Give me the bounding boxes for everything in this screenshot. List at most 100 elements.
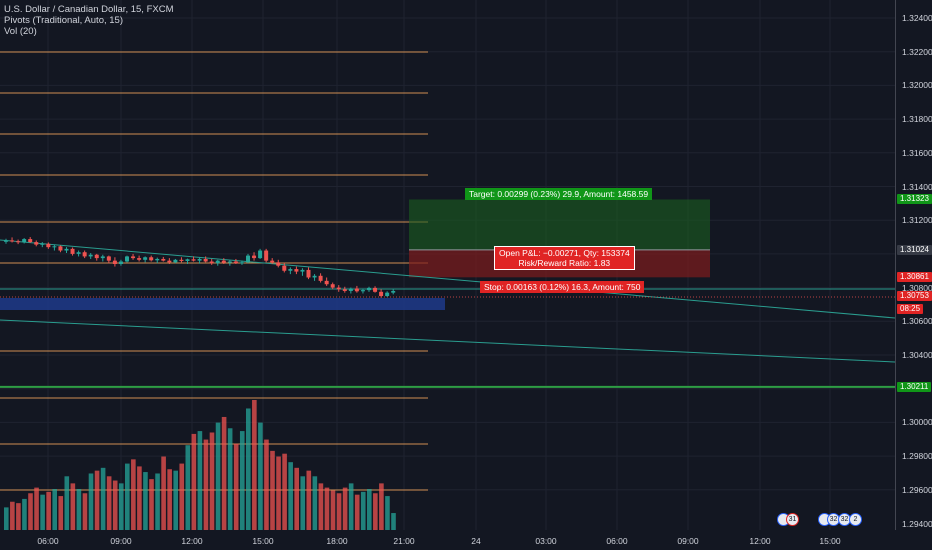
candle-body — [34, 242, 39, 245]
candle-body — [270, 260, 275, 263]
legend-symbol[interactable]: U.S. Dollar / Canadian Dollar, 15, FXCM — [4, 4, 174, 15]
volume-bar — [264, 439, 269, 530]
candle-body — [318, 275, 323, 281]
event-count-badge[interactable]: 31 — [786, 513, 799, 526]
candle-body — [58, 246, 63, 251]
legend-volume-indicator[interactable]: Vol (20) — [4, 26, 37, 37]
time-tick-label: 09:00 — [677, 536, 699, 546]
candle-body — [348, 288, 353, 291]
volume-bar — [149, 479, 154, 530]
volume-bar — [239, 431, 245, 530]
volume-bar — [203, 439, 209, 530]
volume-bar — [354, 494, 360, 530]
candle-body — [300, 269, 305, 272]
candle-body — [28, 239, 33, 243]
price-tick-label: 1.32400 — [902, 13, 932, 23]
candle-body — [82, 252, 87, 257]
candle-body — [149, 257, 154, 261]
chart-legend: U.S. Dollar / Canadian Dollar, 15, FXCM … — [4, 4, 173, 37]
volume-bar — [64, 476, 70, 530]
candle-body — [16, 241, 21, 243]
volume-bar — [379, 483, 384, 530]
volume-bar — [367, 489, 372, 530]
price-badge: 1.30753 — [897, 290, 932, 301]
candle-body — [173, 259, 178, 263]
candle-body — [22, 239, 27, 243]
volume-bar — [125, 463, 130, 530]
volume-bar — [385, 496, 390, 530]
candle-body — [125, 256, 129, 262]
volume-bar — [318, 483, 324, 530]
candle-body — [10, 240, 15, 242]
time-tick-label: 15:00 — [819, 536, 841, 546]
open-pnl-text: Open P&L: −0.00271, Qty: 153374 — [499, 248, 630, 258]
candle-body — [94, 254, 99, 259]
price-tick-label: 1.30600 — [902, 316, 932, 327]
candle-body — [342, 289, 347, 291]
volume-bar — [82, 493, 88, 530]
time-tick-label: 06:00 — [37, 536, 59, 546]
candle-body — [185, 259, 190, 261]
volume-bar — [270, 450, 275, 530]
candle-body — [88, 254, 93, 257]
volume-bar — [70, 483, 76, 530]
price-badge: 1.31323 — [897, 194, 932, 205]
candle-body — [46, 243, 51, 248]
candle-body — [294, 269, 299, 272]
volume-bar — [233, 443, 239, 530]
candle-body — [258, 250, 263, 259]
candle-body — [379, 291, 384, 297]
price-tick-label: 1.30800 — [902, 282, 932, 293]
volume-bar — [10, 501, 15, 530]
candle-body — [215, 260, 220, 264]
volume-bar — [179, 463, 185, 530]
volume-bar — [34, 487, 39, 530]
legend-pivots-indicator[interactable]: Pivots (Traditional, Auto, 15) — [4, 15, 123, 26]
candle-body — [252, 255, 257, 259]
volume-bar — [52, 489, 57, 530]
target-label[interactable]: Target: 0.00299 (0.23%) 29.9, Amount: 14… — [465, 188, 653, 200]
price-tick-label: 1.31400 — [902, 181, 932, 192]
volume-bar — [173, 470, 178, 530]
volume-bar — [191, 433, 197, 530]
price-badge: 1.30861 — [897, 272, 932, 283]
volume-bar — [221, 416, 227, 530]
price-tick-label: 1.31600 — [902, 147, 932, 158]
volume-bar — [58, 496, 64, 530]
time-tick-label: 12:00 — [749, 536, 771, 546]
volume-bar — [100, 467, 106, 530]
candle-body — [4, 240, 8, 242]
volume-bar — [137, 466, 142, 530]
time-axis[interactable]: 06:00 09:00 12:00 15:00 18:00 21:00 24 03:00 06:… — [0, 534, 895, 550]
stop-label[interactable]: Stop: 0.00163 (0.12%) 16.3, Amount: 750 — [480, 281, 645, 293]
volume-bar — [373, 493, 378, 530]
price-tick-label: 1.32000 — [902, 80, 932, 91]
candle-body — [367, 287, 371, 291]
open-pnl-label[interactable]: Open P&L: −0.00271, Qty: 153374 Risk/Rew… — [494, 246, 635, 270]
volume-bar — [40, 494, 45, 530]
time-tick-label: 09:00 — [110, 536, 132, 546]
price-axis[interactable]: 1.32400 1.32200 1.32000 1.31800 1.31600 1.314… — [895, 0, 932, 530]
volume-bar — [288, 462, 293, 530]
price-tick-label: 1.29800 — [902, 451, 932, 462]
time-tick-label: 12:00 — [181, 536, 203, 546]
volume-bar — [348, 483, 354, 530]
candle-body — [155, 258, 160, 261]
candle-body — [137, 258, 142, 260]
trend-line — [0, 319, 896, 363]
price-tick-label: 1.31800 — [902, 114, 932, 125]
volume-bar — [22, 498, 27, 530]
volume-bar — [143, 472, 148, 530]
target-zone — [409, 199, 710, 250]
volume-bar — [227, 428, 233, 530]
volume-bar — [306, 470, 312, 530]
candle-body — [336, 287, 341, 290]
candle-body — [143, 257, 148, 260]
candle-body — [221, 260, 226, 263]
volume-bar — [4, 507, 9, 530]
event-count-badge[interactable]: 2 — [849, 513, 862, 526]
candle-body — [167, 260, 172, 263]
candle-body — [52, 246, 57, 248]
